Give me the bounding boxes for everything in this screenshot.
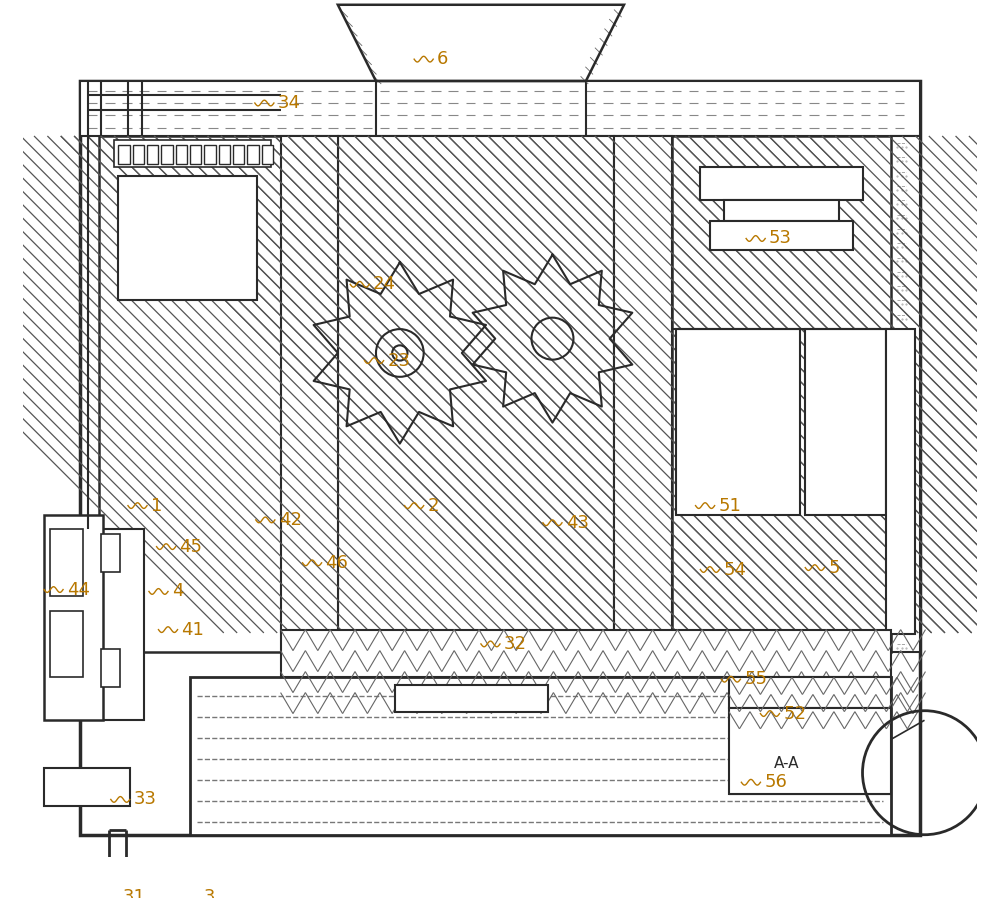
- Bar: [676, 330, 800, 515]
- Bar: [133, 145, 144, 164]
- Text: 5: 5: [828, 559, 840, 577]
- Bar: [114, 140, 271, 167]
- Text: 43: 43: [566, 514, 589, 532]
- Bar: [204, 145, 216, 164]
- Text: 56: 56: [764, 773, 787, 791]
- Text: 42: 42: [279, 511, 302, 529]
- Bar: [161, 145, 173, 164]
- Bar: [190, 145, 201, 164]
- Text: 24: 24: [373, 276, 396, 294]
- Bar: [247, 145, 259, 164]
- Bar: [44, 768, 130, 806]
- Bar: [805, 330, 886, 515]
- Text: 52: 52: [783, 705, 806, 723]
- Text: 54: 54: [723, 560, 746, 578]
- Bar: [80, 81, 920, 835]
- Bar: [710, 221, 853, 250]
- Text: 4: 4: [172, 583, 183, 601]
- Bar: [190, 677, 891, 835]
- Bar: [99, 136, 281, 652]
- Bar: [729, 677, 891, 708]
- Bar: [338, 136, 614, 632]
- Text: 32: 32: [504, 635, 527, 653]
- Bar: [395, 685, 548, 711]
- Text: A-A: A-A: [773, 756, 799, 770]
- Text: 53: 53: [769, 230, 792, 248]
- Bar: [219, 145, 230, 164]
- Bar: [176, 145, 187, 164]
- Text: 31: 31: [122, 888, 145, 898]
- Text: 6: 6: [437, 50, 448, 68]
- Bar: [281, 136, 338, 632]
- Bar: [118, 145, 130, 164]
- Text: 1: 1: [151, 497, 162, 515]
- Bar: [729, 708, 891, 794]
- Bar: [233, 145, 244, 164]
- Text: 23: 23: [387, 352, 410, 370]
- Text: 2: 2: [427, 497, 439, 515]
- Text: 44: 44: [67, 580, 90, 599]
- Bar: [147, 145, 158, 164]
- Text: 46: 46: [325, 554, 348, 572]
- Text: 45: 45: [179, 538, 202, 556]
- Bar: [724, 200, 839, 221]
- Bar: [118, 177, 257, 301]
- Bar: [101, 530, 144, 720]
- Bar: [614, 136, 672, 632]
- Bar: [50, 530, 83, 596]
- Bar: [101, 534, 120, 572]
- Text: 33: 33: [134, 790, 157, 808]
- Bar: [262, 145, 273, 164]
- Bar: [891, 136, 920, 652]
- Bar: [614, 136, 672, 632]
- Bar: [101, 648, 120, 687]
- Bar: [672, 136, 891, 652]
- Text: 55: 55: [744, 670, 767, 688]
- Bar: [50, 611, 83, 677]
- Text: 34: 34: [278, 94, 301, 112]
- Text: 51: 51: [718, 497, 741, 515]
- Bar: [80, 81, 920, 136]
- Text: 41: 41: [181, 621, 204, 638]
- Bar: [281, 629, 891, 677]
- Text: 3: 3: [203, 888, 215, 898]
- Bar: [886, 330, 915, 634]
- Bar: [44, 515, 103, 720]
- Bar: [281, 136, 338, 632]
- Bar: [700, 167, 863, 200]
